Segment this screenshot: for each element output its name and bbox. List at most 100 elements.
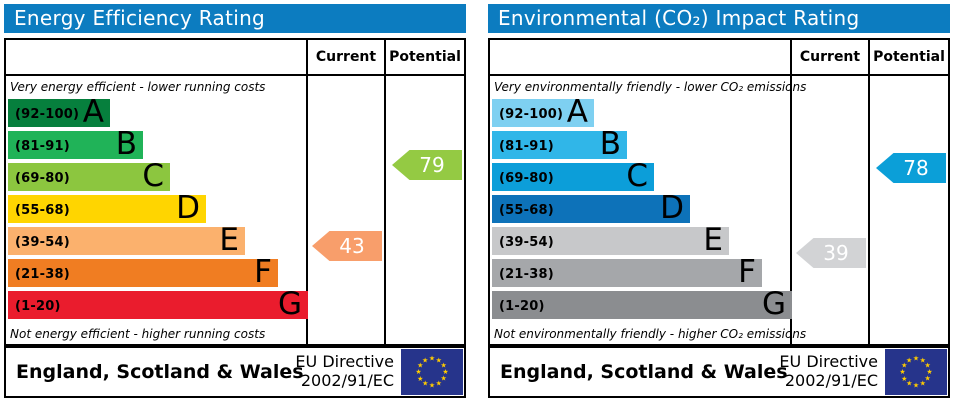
band-row: (39-54) E (8, 222, 245, 258)
svg-text:★: ★ (436, 356, 442, 364)
band-row: (39-54) E (492, 222, 729, 258)
band-range-label: (55-68) (15, 203, 70, 218)
svg-text:★: ★ (429, 355, 435, 363)
band-range-label: (69-80) (499, 171, 554, 186)
band-range-label: (21-38) (15, 267, 70, 282)
column-divider (384, 40, 386, 344)
band-letter: B (115, 126, 137, 162)
rating-table: Current Potential Very energy efficient … (4, 38, 466, 346)
svg-text:★: ★ (899, 368, 905, 376)
svg-text:★: ★ (920, 380, 926, 388)
svg-text:★: ★ (920, 356, 926, 364)
potential-rating-arrow: 78 (876, 153, 946, 183)
band-row: (69-80) C (8, 158, 170, 194)
svg-text:★: ★ (926, 368, 932, 376)
svg-text:★: ★ (913, 382, 919, 390)
eu-directive-text: EU Directive 2002/91/EC (295, 352, 394, 391)
band-row: (81-91) B (492, 126, 627, 162)
panel-title: Energy Efficiency Rating (4, 4, 466, 33)
svg-text:★: ★ (442, 368, 448, 376)
svg-text:★: ★ (441, 361, 447, 369)
eu-directive-line2: 2002/91/EC (300, 371, 394, 390)
header-separator (6, 74, 464, 76)
band-letter: D (176, 190, 200, 226)
svg-text:★: ★ (925, 361, 931, 369)
potential-column-header: Potential (873, 49, 945, 65)
band-range-label: (69-80) (15, 171, 70, 186)
panel-footer: England, Scotland & Wales EU Directive 2… (4, 346, 466, 398)
region-label: England, Scotland & Wales (500, 361, 788, 383)
band-range-label: (39-54) (499, 235, 554, 250)
potential-rating-value: 78 (903, 156, 929, 180)
band-row: (92-100) A (8, 94, 110, 130)
svg-text:★: ★ (913, 355, 919, 363)
svg-text:★: ★ (906, 356, 912, 364)
eu-flag-icon: ★ ★★★★★★★★★★★ (885, 349, 947, 395)
current-rating-arrow: 43 (312, 231, 382, 261)
region-label: England, Scotland & Wales (16, 361, 304, 383)
band-range-label: (81-91) (15, 139, 70, 154)
co2-impact-panel: Environmental (CO₂) Impact Rating Curren… (488, 0, 950, 404)
band-letter: A (82, 94, 104, 130)
band-row: (55-68) D (8, 190, 206, 226)
eu-flag-icon: ★ ★★★★★★★★★★★ (401, 349, 463, 395)
bottom-note: Not environmentally friendly - higher CO… (494, 327, 807, 341)
eu-directive-line1: EU Directive (295, 352, 394, 372)
band-row: (69-80) C (492, 161, 654, 192)
potential-rating-value: 79 (419, 153, 445, 177)
current-rating-arrow: 39 (796, 238, 866, 268)
potential-rating-arrow: 79 (392, 150, 462, 180)
rating-table: Current Potential Very environmentally f… (488, 38, 950, 346)
band-letter: G (761, 286, 786, 322)
eu-directive-text: EU Directive 2002/91/EC (779, 352, 878, 391)
eu-directive-line1: EU Directive (779, 352, 878, 372)
current-column-header: Current (315, 49, 377, 65)
svg-text:★: ★ (925, 375, 931, 383)
column-divider (790, 40, 792, 344)
top-note: Very energy efficient - lower running co… (10, 80, 266, 94)
current-rating-value: 39 (823, 241, 849, 265)
panel-footer: England, Scotland & Wales EU Directive 2… (488, 346, 950, 398)
band-range-label: (92-100) (499, 107, 564, 122)
svg-text:★: ★ (441, 375, 447, 383)
svg-text:★: ★ (429, 382, 435, 390)
band-range-label: (39-54) (15, 235, 70, 250)
band-range-label: (1-20) (15, 299, 61, 314)
band-range-label: (21-38) (499, 267, 554, 282)
band-range-label: (81-91) (499, 139, 554, 154)
svg-text:★: ★ (436, 380, 442, 388)
svg-text:★: ★ (417, 361, 423, 369)
band-row: (55-68) D (492, 190, 690, 226)
panel-title: Environmental (CO₂) Impact Rating (488, 4, 950, 33)
band-letter: F (254, 254, 272, 290)
svg-text:★: ★ (422, 380, 428, 388)
band-row: (21-38) F (8, 254, 278, 290)
band-row: (21-38) F (492, 254, 762, 290)
svg-text:★: ★ (422, 356, 428, 364)
band-letter: A (566, 94, 588, 130)
band-row: (1-20) G (8, 289, 308, 320)
svg-text:★: ★ (415, 368, 421, 376)
svg-text:★: ★ (417, 375, 423, 383)
svg-text:★: ★ (906, 380, 912, 388)
band-row: (92-100) A (492, 94, 594, 130)
band-letter: E (703, 222, 723, 258)
column-divider (306, 40, 308, 344)
band-letter: D (660, 190, 684, 226)
band-letter: C (142, 158, 164, 194)
band-row: (1-20) G (492, 286, 792, 322)
current-rating-value: 43 (339, 234, 365, 258)
energy-efficiency-panel: Energy Efficiency Rating Current Potenti… (4, 0, 466, 404)
band-letter: B (599, 126, 621, 162)
top-note: Very environmentally friendly - lower CO… (494, 80, 807, 94)
band-row: (81-91) B (8, 126, 143, 162)
band-range-label: (92-100) (15, 107, 80, 122)
eu-directive-line2: 2002/91/EC (784, 371, 878, 390)
column-divider (868, 40, 870, 344)
band-letter: E (219, 222, 239, 258)
header-separator (490, 74, 948, 76)
band-range-label: (1-20) (499, 299, 545, 314)
band-range-label: (55-68) (499, 203, 554, 218)
potential-column-header: Potential (389, 49, 461, 65)
band-letter: F (738, 254, 756, 290)
